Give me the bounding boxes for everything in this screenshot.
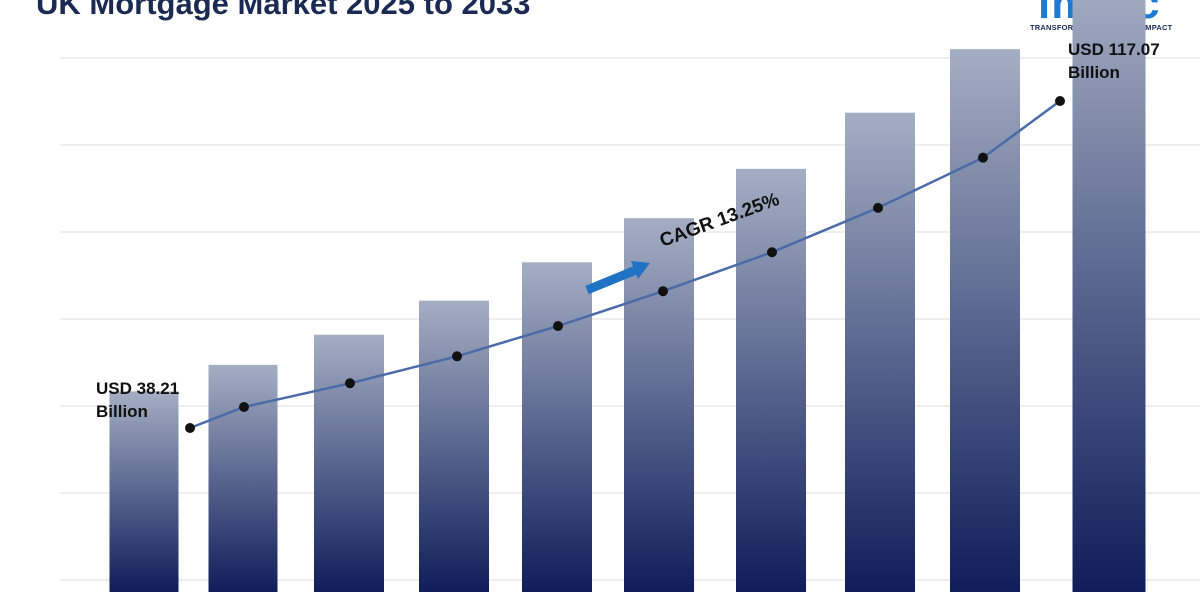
trend-point (345, 378, 355, 389)
cagr-arrow-shaft (585, 265, 638, 295)
bars (109, 0, 1146, 593)
end-value: USD 117.07 (1068, 40, 1160, 59)
trend-point (978, 152, 988, 163)
trend-point (658, 286, 668, 297)
cagr-arrow-head (631, 261, 650, 279)
start-value-label: USD 38.21 Billion (96, 377, 179, 423)
start-unit: Billion (96, 402, 148, 421)
bar (314, 334, 384, 592)
start-value: USD 38.21 (96, 379, 180, 398)
trend-point (185, 423, 195, 433)
trend-point (1055, 96, 1065, 106)
cagr-arrow-layer (585, 261, 650, 295)
chart-title: UK Mortgage Market 2025 to 2033 (36, 0, 531, 21)
bar (419, 300, 489, 592)
bar (624, 218, 694, 592)
bar (208, 364, 278, 592)
bar (736, 168, 806, 592)
bar (109, 391, 179, 592)
bar (845, 112, 915, 593)
bar (522, 262, 592, 592)
trend-point (452, 351, 462, 362)
trend-line-layer (185, 96, 1065, 433)
trend-point (873, 202, 883, 213)
bar (1072, 0, 1146, 592)
trend-point (239, 402, 249, 413)
trend-point (767, 247, 777, 258)
end-unit: Billion (1068, 63, 1120, 82)
trend-line (189, 99, 1061, 430)
trend-point (553, 321, 563, 332)
end-value-label: USD 117.07 Billion (1068, 38, 1160, 84)
bar (950, 49, 1020, 592)
